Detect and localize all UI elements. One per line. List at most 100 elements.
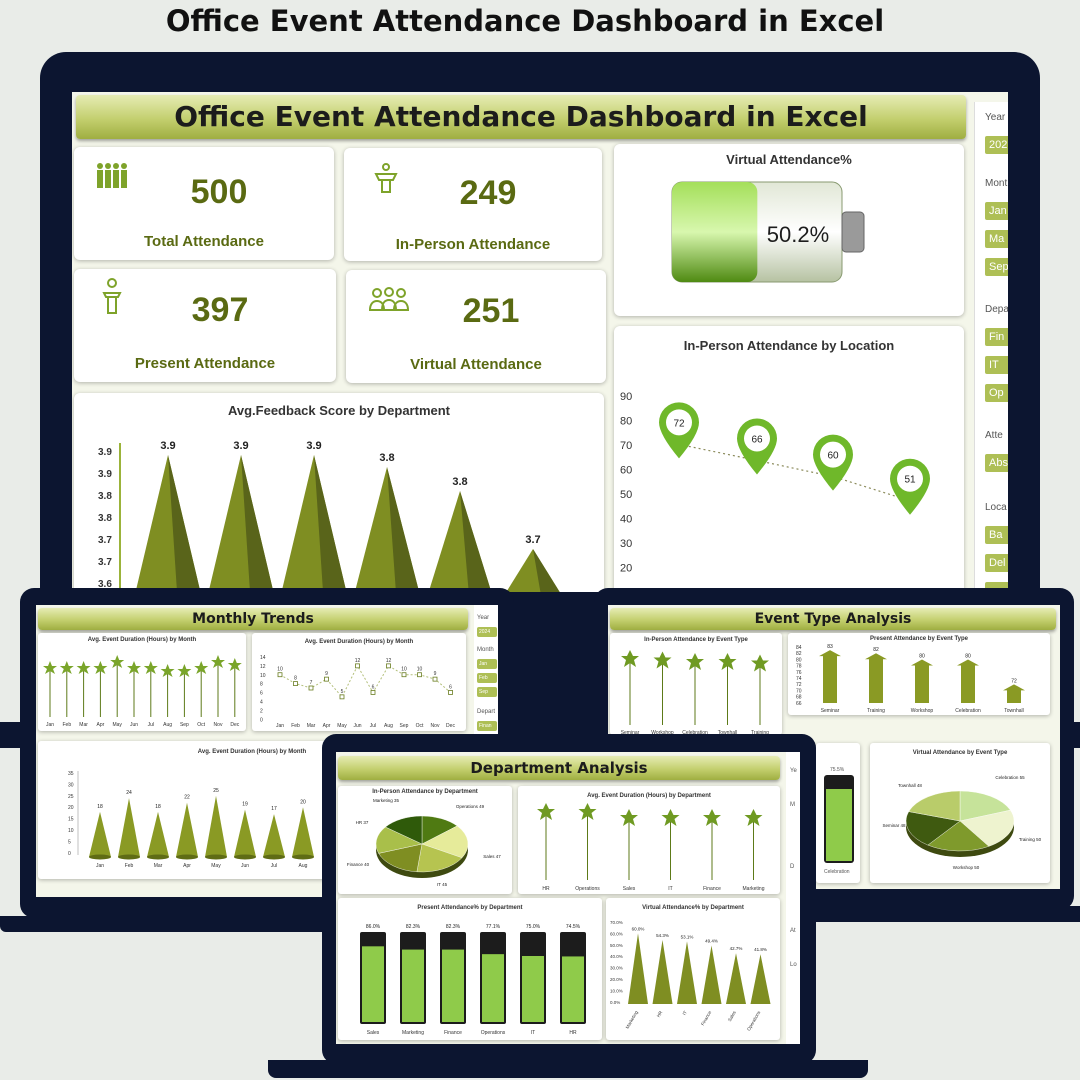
event2-bar: [1003, 684, 1025, 703]
dept-c4-chart: 70.0% 60.0% 50.0% 40.0% 30.0% 20.0% 10.0% 0.0% 6…: [610, 920, 771, 1032]
monthly-c1-title: Avg. Event Duration (Hours) by Month: [87, 637, 197, 643]
dept1-slice-label: Marketing 35: [373, 798, 400, 803]
monthly2-x-label: Nov: [431, 723, 440, 729]
event1-marker: [718, 653, 737, 670]
location-slicer-label: Loca: [985, 502, 1007, 513]
monthly3-bar: [176, 802, 198, 857]
dept-slicer-finance[interactable]: Fin: [985, 328, 1008, 346]
monthly3-x-label: Apr: [183, 863, 191, 869]
dept-c4: Virtual Attendance% by Department 70.0% 6…: [606, 898, 780, 1040]
monthly-month-sep[interactable]: Sep: [477, 687, 497, 697]
dept-c2-chart: HR Operations Sales IT Finance Marketing: [537, 803, 765, 892]
dept1-slice-label: Finance 40: [347, 862, 370, 867]
event4-slice: [959, 809, 1015, 847]
monthly3-bar: [89, 811, 111, 857]
monthly1-x-label: Sep: [180, 722, 189, 728]
month-slicer-sep[interactable]: Sep: [985, 258, 1008, 276]
feedback-bar-shade: [314, 455, 347, 592]
event2-value-label: 72: [1011, 678, 1017, 684]
monthly-dept-button[interactable]: Finan: [477, 721, 497, 731]
dept4-y-tick: 30.0%: [610, 966, 623, 971]
event-c3-label: Celebration: [824, 869, 850, 875]
location-pin-center: [897, 465, 923, 492]
dept3-value-label: 86.0%: [366, 924, 381, 930]
location-y-tick: 90: [620, 391, 632, 403]
location-y-tick: 70: [620, 440, 632, 452]
dept4-y-tick: 40.0%: [610, 954, 623, 959]
monthly1-marker: [43, 661, 57, 674]
dept4-y-tick: 0.0%: [610, 1000, 620, 1005]
kpi-inperson-value: 249: [459, 174, 517, 212]
feedback-bar: [506, 549, 560, 592]
feedback-value-label: 3.8: [379, 452, 394, 464]
dept-c3-chart: 86.0% Sales 82.3% Marketing 82.3% Finance 77.1…: [360, 924, 586, 1036]
monthly3-value-label: 20: [300, 799, 306, 805]
monthly3-value-label: 18: [97, 804, 103, 810]
kpi-present-label: Present Attendance: [134, 355, 276, 372]
monthly1-marker: [143, 661, 158, 674]
location-slicer-1[interactable]: Ba: [985, 526, 1008, 544]
dept3-value-label: 82.3%: [446, 924, 461, 930]
monthly2-x-label: Jun: [353, 723, 361, 729]
dept1-slice-label: IT 45: [437, 882, 448, 887]
month-slicer-jan[interactable]: Jan: [985, 202, 1008, 220]
dept4-y-tick: 70.0%: [610, 920, 623, 925]
dept-slicer-it[interactable]: IT: [985, 356, 1008, 374]
dept2-x-label: IT: [668, 886, 672, 892]
monthly3-x-label: Jul: [271, 863, 277, 869]
location-slicer-3[interactable]: [985, 582, 1008, 592]
monthly3-value-label: 19: [242, 802, 248, 808]
dept-side-loc: Lo: [790, 962, 797, 968]
monthly2-value-label: 9: [434, 671, 437, 677]
monthly2-x-label: Dec: [446, 723, 455, 729]
monthly-c2: Avg. Event Duration (Hours) by Month 14 1…: [252, 633, 466, 731]
event2-y-tick: 76: [796, 670, 802, 676]
location-pin-center: [744, 425, 770, 452]
dept4-x-label: Marketing: [625, 1010, 639, 1030]
feedback-value-label: 3.9: [233, 440, 248, 452]
event1-x-label: Townhall: [718, 730, 737, 735]
dept-slicer-operations[interactable]: Op: [985, 384, 1008, 402]
year-slicer-button[interactable]: 202: [985, 136, 1008, 154]
attendance-slicer-absent[interactable]: Abs: [985, 454, 1008, 472]
monthly1-marker: [160, 664, 175, 677]
month-slicer-mar[interactable]: Ma: [985, 230, 1008, 248]
kpi-inperson-label: In-Person Attendance: [395, 236, 551, 253]
event-c2: Present Attendance by Event Type 84 82 80 7…: [788, 633, 1050, 715]
event-c3-gauge: [824, 775, 854, 863]
monthly-c1-chart: Jan Feb Mar Apr May Jun Jul Aug Sep Oct Nov Dec: [43, 655, 242, 728]
monthly2-marker: [355, 663, 360, 669]
event4-slice-label: Seminar 48: [882, 823, 906, 828]
event1-x-label: Celebration: [682, 730, 708, 735]
monthly3-bar-base: [292, 854, 314, 860]
monthly2-y-tick: 6: [260, 691, 263, 697]
location-slicer-2[interactable]: Del: [985, 554, 1008, 572]
monthly3-y-tick: 30: [68, 782, 74, 788]
dept1-slice-label: Operations 49: [456, 804, 485, 809]
feedback-value-label: 3.8: [452, 476, 467, 488]
monthly-month-feb[interactable]: Feb: [477, 673, 497, 683]
monthly3-value-label: 25: [213, 788, 219, 794]
monthly3-bar: [234, 809, 256, 857]
monthly2-marker: [386, 663, 391, 669]
monthly2-value-label: 10: [277, 667, 283, 673]
monthly-year-button[interactable]: 2024: [477, 627, 497, 637]
event-c1-chart: Seminar Workshop Celebration Townhall Traini…: [621, 650, 769, 735]
dept1-slice: [375, 826, 423, 854]
monthly1-marker: [110, 655, 125, 668]
dept4-y-tick: 20.0%: [610, 977, 623, 982]
dept1-slice: [385, 815, 423, 845]
monthly2-marker: [324, 676, 329, 682]
slicer-panel: Year 202 Mont Jan Ma Sep Depa Fin IT Op …: [974, 102, 1008, 592]
monthly1-x-label: Jun: [130, 722, 138, 728]
monthly3-x-label: Jan: [96, 863, 104, 869]
monthly-c2-chart: 14 12 10 8 6 4 2 0 10 Jan 8 Feb 7 Mar 9 Apr 5 May 12 Jun 6 Ju…: [260, 655, 455, 729]
monthly-month-jan[interactable]: Jan: [477, 659, 497, 669]
monthly1-x-label: Jan: [46, 722, 54, 728]
dept4-value-label: 41.8%: [754, 947, 767, 952]
dept4-value-label: 54.3%: [656, 933, 669, 938]
location-pin-center: [666, 409, 692, 436]
monthly3-value-label: 18: [155, 804, 161, 810]
monthly3-bar-base: [118, 854, 140, 860]
event2-y-tick: 78: [796, 664, 802, 670]
